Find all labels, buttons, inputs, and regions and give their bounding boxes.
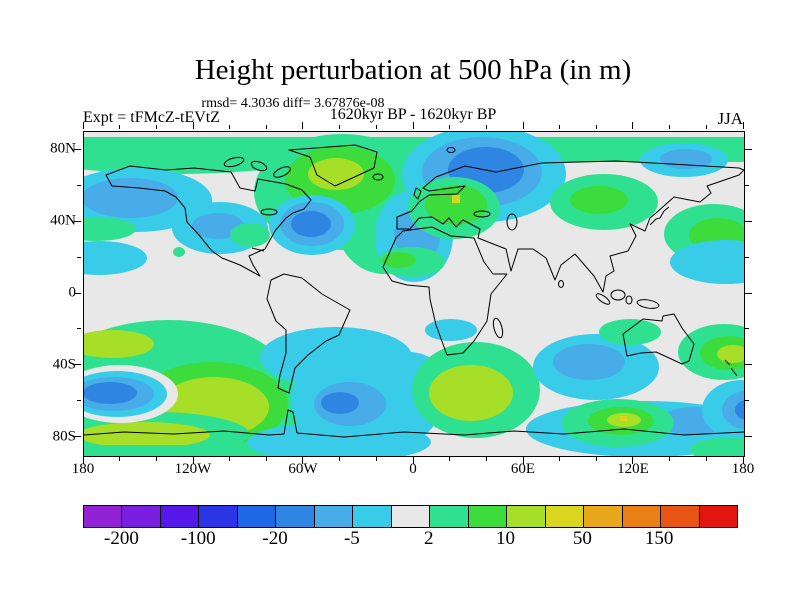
colorbar-segment [506,506,545,527]
colorbar-segment [660,506,699,527]
colorbar-tick-label: -5 [343,528,360,549]
colorbar-segment [275,506,314,527]
map-plot-area [83,131,745,457]
y-minor-tick [745,400,749,402]
anomaly-fill-layer [84,132,744,456]
contour-map [84,132,744,456]
colorbar-segment [429,506,468,527]
colorbar-segment [698,506,737,527]
season-label: JJA [717,109,743,128]
y-minor-tick [745,328,749,330]
y-tick-label: 0 [68,284,77,301]
period-line: 1620kyr BP - 1620kyr BP [329,106,497,123]
x-tick-label: 60E [510,461,536,477]
stats-line: rmsd= 4.3036 diff= 3.67876e-08 [201,96,385,111]
y-minor-tick [745,184,749,186]
y-minor-tick [77,328,81,330]
x-minor-tick [229,125,231,129]
x-minor-tick [485,125,487,129]
x-tick-label: 0 [409,461,417,477]
colorbar-segment [621,506,661,527]
x-minor-tick [559,125,561,129]
colorbar-segment [313,506,353,527]
colorbar-tick-label: -100 [180,528,216,549]
colorbar-tick-label: 2 [423,528,434,549]
colorbar-segment [467,506,507,527]
y-axis-labels: 80N 40N 0 40S 80S [30,131,76,455]
y-tick-label: 40S [52,356,76,373]
colorbar-segment [390,506,430,527]
y-minor-tick [77,400,81,402]
colorbar-tick-label: 50 [572,528,592,549]
x-tick-label: 180 [71,461,95,477]
colorbar-segment [236,506,276,527]
colorbar-tick-label: -200 [103,528,139,549]
colorbar-segment [84,506,122,527]
x-minor-tick [669,125,671,129]
x-tick-label: 180 [731,461,755,477]
colorbar [83,505,738,528]
colorbar-segment [121,506,160,527]
y-minor-tick [77,256,81,258]
colorbar-labels: -200 -100 -20 -5 2 10 50 150 [83,528,736,552]
y-major-tick [745,292,752,294]
y-major-tick [745,436,752,438]
y-major-tick [745,364,752,366]
colorbar-tick-label: -20 [262,528,288,549]
colorbar-segment [352,506,391,527]
colorbar-tick-label: 150 [644,528,674,549]
x-minor-tick [339,125,341,129]
y-minor-tick [77,184,81,186]
experiment-label: Expt = tFMcZ-tEVtZ [83,109,221,126]
colorbar-tick-label: 10 [496,528,516,549]
colorbar-segment [583,506,622,527]
colorbar-segment [198,506,237,527]
y-major-tick [745,148,752,150]
x-tick-label: 120W [174,461,212,477]
chart-title: Height perturbation at 500 hPa (in m) [194,54,632,86]
x-minor-tick [705,125,707,129]
x-minor-tick [595,125,597,129]
x-minor-tick [449,125,451,129]
x-tick-label: 60W [288,461,318,477]
colorbar-segment [544,506,584,527]
y-minor-tick [745,256,749,258]
x-minor-tick [265,125,267,129]
x-axis-labels: 180 120W 60W 0 60E 120E 180 [72,461,755,481]
x-tick-label: 120E [617,461,649,477]
coastline-layer [84,144,744,438]
colorbar-segment [159,506,199,527]
x-minor-tick [375,125,377,129]
y-tick-label: 80S [52,428,76,445]
y-tick-label: 40N [50,212,76,229]
y-major-tick [745,220,752,222]
y-tick-label: 80N [50,140,76,157]
